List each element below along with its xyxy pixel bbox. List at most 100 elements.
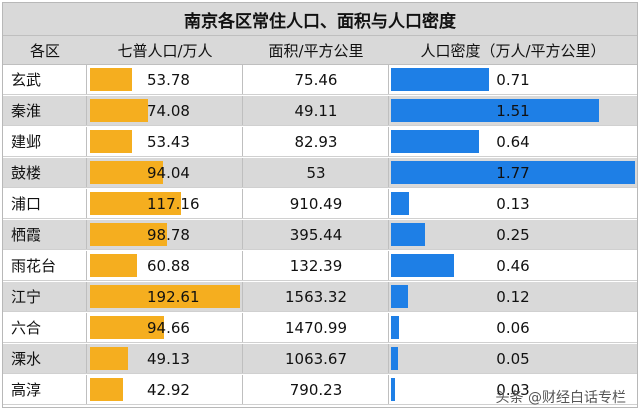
population-value: 98.78 xyxy=(147,225,190,244)
density-cell: 0.03 xyxy=(389,375,637,404)
density-value: 0.13 xyxy=(496,194,530,213)
table-row: 浦口 117.16 910.49 0.13 xyxy=(3,189,637,219)
district-name: 溧水 xyxy=(11,350,42,368)
table-row: 玄武 53.78 75.46 0.71 xyxy=(3,65,637,95)
district-cell: 玄武 xyxy=(3,65,87,94)
density-cell: 0.46 xyxy=(389,251,637,280)
table-row: 江宁 192.61 1563.32 0.12 xyxy=(3,282,637,312)
area-value: 790.23 xyxy=(289,380,343,399)
population-cell: 94.04 xyxy=(87,158,243,187)
population-bar xyxy=(90,347,128,370)
area-cell: 75.46 xyxy=(243,65,389,94)
population-value: 42.92 xyxy=(147,380,190,399)
density-bar xyxy=(391,192,409,215)
density-bar xyxy=(391,347,398,370)
header-population: 七普人口/万人 xyxy=(117,41,213,60)
population-bar xyxy=(90,316,164,339)
population-value: 94.66 xyxy=(147,318,190,337)
district-cell: 建邺 xyxy=(3,127,87,156)
district-cell: 栖霞 xyxy=(3,220,87,249)
density-value: 1.77 xyxy=(496,163,530,182)
area-value: 395.44 xyxy=(289,225,343,244)
area-cell: 395.44 xyxy=(243,220,389,249)
district-name: 浦口 xyxy=(11,195,42,213)
area-cell: 1563.32 xyxy=(243,282,389,311)
population-bar xyxy=(90,285,240,308)
density-value: 0.25 xyxy=(496,225,530,244)
population-bar xyxy=(90,192,181,215)
population-cell: 49.13 xyxy=(87,344,243,373)
district-name: 六合 xyxy=(11,319,42,337)
density-cell: 1.51 xyxy=(389,96,637,125)
area-cell: 49.11 xyxy=(243,96,389,125)
density-value: 0.05 xyxy=(496,349,530,368)
population-bar xyxy=(90,223,167,246)
population-value: 117.16 xyxy=(147,194,200,213)
table-row: 溧水 49.13 1063.67 0.05 xyxy=(3,344,637,374)
density-cell: 1.77 xyxy=(389,158,637,187)
population-bar xyxy=(90,68,132,91)
area-value: 1470.99 xyxy=(284,318,348,337)
header-row: 各区 七普人口/万人 面积/平方公里 人口密度（万人/平方公里） xyxy=(3,36,637,65)
population-value: 60.88 xyxy=(147,256,190,275)
district-name: 高淳 xyxy=(11,381,42,399)
area-cell: 1063.67 xyxy=(243,344,389,373)
district-name: 建邺 xyxy=(11,133,42,151)
population-bar xyxy=(90,378,123,401)
watermark: 头条 @财经白话专栏 xyxy=(496,387,626,407)
district-cell: 高淳 xyxy=(3,375,87,404)
density-bar xyxy=(391,254,454,277)
area-value: 1563.32 xyxy=(284,287,348,306)
population-value: 49.13 xyxy=(147,349,190,368)
density-bar xyxy=(391,99,599,122)
population-bar xyxy=(90,99,148,122)
population-value: 192.61 xyxy=(147,287,200,306)
population-cell: 94.66 xyxy=(87,313,243,342)
area-cell: 132.39 xyxy=(243,251,389,280)
population-cell: 53.78 xyxy=(87,65,243,94)
population-cell: 42.92 xyxy=(87,375,243,404)
density-value: 0.12 xyxy=(496,287,530,306)
density-bar xyxy=(391,378,395,401)
area-value: 910.49 xyxy=(289,194,343,213)
population-cell: 117.16 xyxy=(87,189,243,218)
table-row: 建邺 53.43 82.93 0.64 xyxy=(3,127,637,157)
density-value: 0.03 xyxy=(496,380,530,399)
table-row: 栖霞 98.78 395.44 0.25 xyxy=(3,220,637,250)
district-cell: 浦口 xyxy=(3,189,87,218)
population-value: 53.43 xyxy=(147,132,190,151)
population-value: 74.08 xyxy=(147,101,190,120)
header-district: 各区 xyxy=(29,41,60,60)
population-cell: 98.78 xyxy=(87,220,243,249)
district-cell: 鼓楼 xyxy=(3,158,87,187)
density-cell: 0.12 xyxy=(389,282,637,311)
table-row: 秦淮 74.08 49.11 1.51 xyxy=(3,96,637,126)
population-value: 94.04 xyxy=(147,163,190,182)
density-cell: 0.06 xyxy=(389,313,637,342)
district-name: 秦淮 xyxy=(11,102,42,120)
area-cell: 53 xyxy=(243,158,389,187)
area-value: 75.46 xyxy=(294,70,338,89)
population-cell: 74.08 xyxy=(87,96,243,125)
district-cell: 江宁 xyxy=(3,282,87,311)
population-bar xyxy=(90,161,163,184)
density-cell: 0.64 xyxy=(389,127,637,156)
density-value: 0.06 xyxy=(496,318,530,337)
district-cell: 溧水 xyxy=(3,344,87,373)
district-cell: 六合 xyxy=(3,313,87,342)
area-cell: 790.23 xyxy=(243,375,389,404)
district-name: 江宁 xyxy=(11,288,42,306)
table-title: 南京各区常住人口、面积与人口密度 xyxy=(3,3,637,36)
density-cell: 0.13 xyxy=(389,189,637,218)
density-value: 0.64 xyxy=(496,132,530,151)
table-row: 高淳 42.92 790.23 0.03 xyxy=(3,375,637,405)
area-value: 132.39 xyxy=(289,256,343,275)
population-cell: 60.88 xyxy=(87,251,243,280)
area-cell: 1470.99 xyxy=(243,313,389,342)
district-name: 雨花台 xyxy=(11,257,57,275)
area-cell: 82.93 xyxy=(243,127,389,156)
district-name: 鼓楼 xyxy=(11,164,42,182)
watermark-text: 头条 @财经白话专栏 xyxy=(495,390,626,406)
area-value: 53 xyxy=(306,163,326,182)
population-bar xyxy=(90,254,137,277)
